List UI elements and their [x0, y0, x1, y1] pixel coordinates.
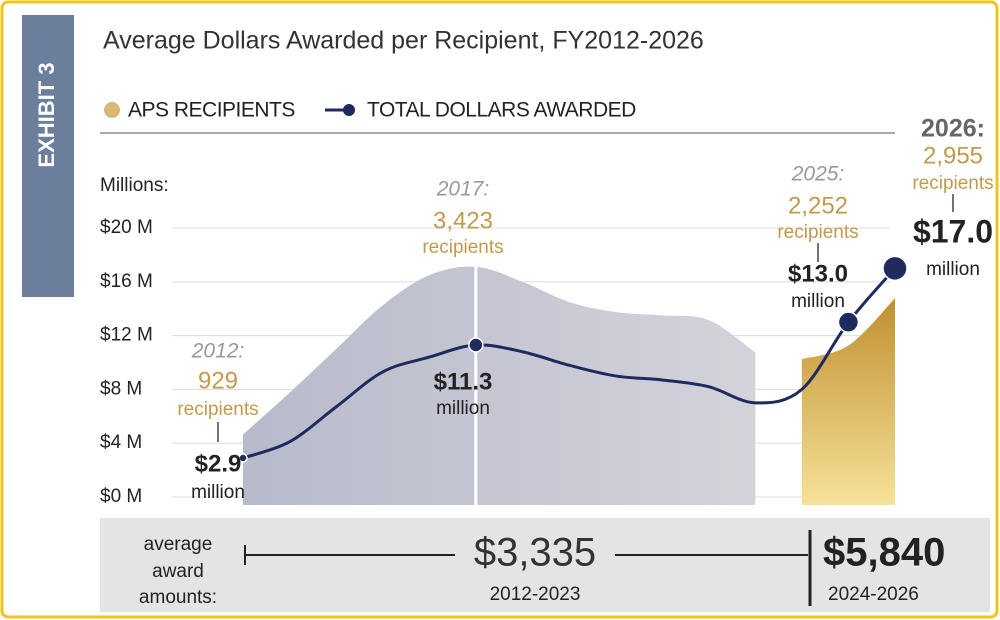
annotation-year: 2012:: [191, 340, 245, 363]
annotation-year: 2017:: [436, 178, 490, 201]
recipients-unit: recipients: [777, 222, 858, 243]
y-tick-label: $20 M: [100, 217, 153, 238]
legend-marker: [343, 104, 355, 116]
amount-label: $13.0: [788, 260, 848, 287]
y-tick-label: $16 M: [100, 271, 153, 292]
exhibit-tab: [22, 15, 74, 297]
summary-label: average: [144, 534, 213, 555]
y-tick-label: $12 M: [100, 325, 153, 346]
exhibit-label: EXHIBIT 3: [34, 62, 59, 167]
dollars-point: [468, 337, 484, 353]
dollars-point: [882, 255, 908, 282]
amount-label: $11.3: [434, 368, 493, 395]
recipients-unit: recipients: [422, 237, 503, 258]
y-tick-label: $4 M: [100, 432, 142, 453]
chart-title: Average Dollars Awarded per Recipient, F…: [103, 27, 704, 55]
annotation-year: 2026:: [921, 115, 985, 143]
recipients-area: [801, 298, 895, 505]
summary-label: award: [152, 561, 204, 582]
amount-unit: million: [791, 291, 845, 312]
recipients-label: 929: [198, 367, 238, 394]
summary-range: 2024-2026: [828, 584, 919, 605]
summary-range: 2012-2023: [490, 584, 581, 605]
summary-amount: $5,840: [823, 531, 945, 575]
recipients-label: 3,423: [433, 207, 493, 234]
dollars-point: [837, 311, 860, 333]
recipients-unit: recipients: [177, 399, 258, 420]
y-axis-label: Millions:: [100, 175, 169, 196]
recipients-unit: recipients: [912, 173, 993, 194]
dollars-line: [242, 267, 897, 460]
legend-marker: [104, 102, 120, 118]
recipients-label: 2,252: [788, 192, 848, 219]
amount-unit: million: [436, 398, 490, 419]
y-tick-label: $0 M: [100, 486, 142, 507]
annotation-year: 2025:: [791, 163, 845, 186]
legend-label: APS RECIPIENTS: [128, 99, 295, 122]
summary-label: amounts:: [139, 587, 217, 608]
recipients-label: 2,955: [923, 142, 983, 169]
amount-label: $17.0: [913, 213, 993, 249]
amount-unit: million: [191, 482, 245, 503]
recipients-area: [243, 266, 756, 505]
legend-label: TOTAL DOLLARS AWARDED: [367, 99, 636, 122]
y-tick-label: $8 M: [100, 378, 142, 399]
amount-label: $2.9: [195, 450, 242, 477]
amount-unit: million: [926, 259, 980, 280]
summary-gap: [455, 535, 615, 575]
dollars-point: [238, 453, 248, 463]
summary-amount: $3,335: [474, 531, 596, 575]
